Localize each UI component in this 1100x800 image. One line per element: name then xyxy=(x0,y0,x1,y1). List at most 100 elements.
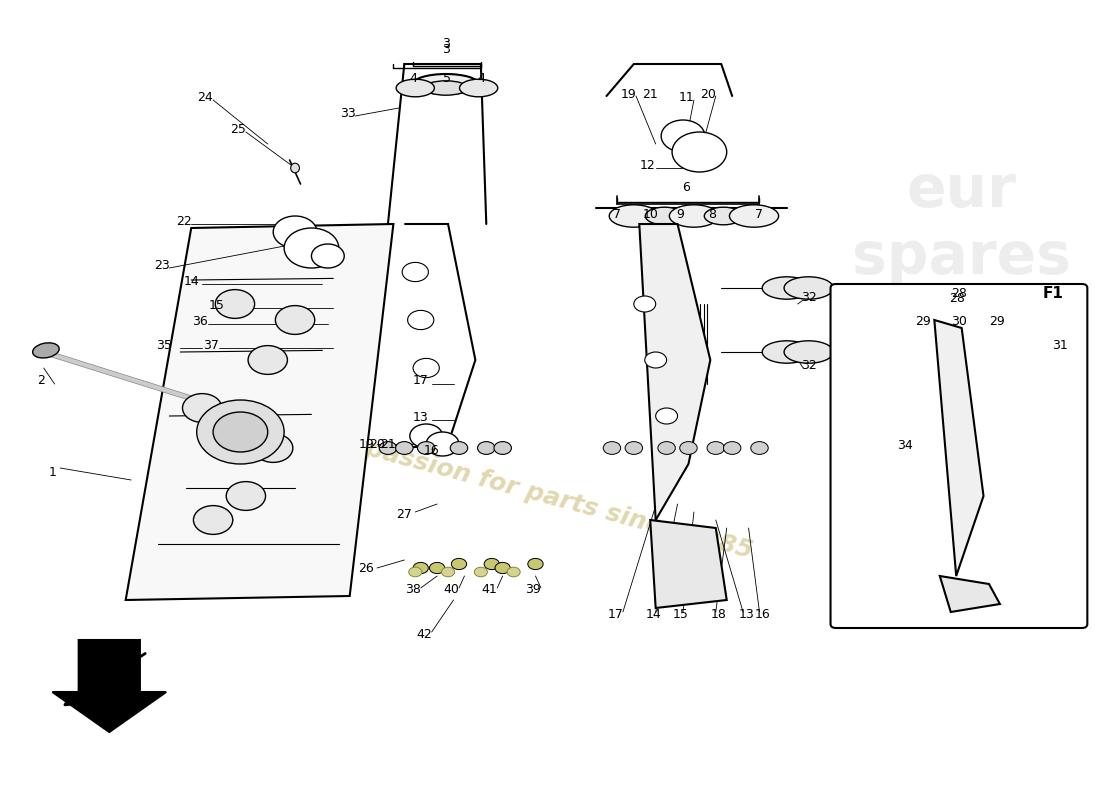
Ellipse shape xyxy=(704,207,742,225)
Ellipse shape xyxy=(424,81,468,95)
Circle shape xyxy=(227,482,265,510)
Ellipse shape xyxy=(1010,355,1045,370)
Circle shape xyxy=(751,442,768,454)
Circle shape xyxy=(680,442,697,454)
Circle shape xyxy=(724,442,741,454)
Circle shape xyxy=(273,216,317,248)
Text: 40: 40 xyxy=(443,583,460,596)
Text: 34: 34 xyxy=(896,439,913,452)
Text: 14: 14 xyxy=(184,275,199,288)
Circle shape xyxy=(379,442,397,454)
Text: 31: 31 xyxy=(1052,339,1068,352)
Text: 21: 21 xyxy=(381,438,396,450)
Circle shape xyxy=(634,296,656,312)
Text: 24: 24 xyxy=(198,91,213,104)
Circle shape xyxy=(450,442,468,454)
Text: 7: 7 xyxy=(614,208,622,221)
Circle shape xyxy=(661,120,705,152)
Text: 14: 14 xyxy=(646,608,661,621)
Text: 39: 39 xyxy=(526,583,541,596)
Text: 29: 29 xyxy=(989,315,1004,328)
Text: a passion for parts since 1985: a passion for parts since 1985 xyxy=(338,430,755,562)
Text: 26: 26 xyxy=(359,562,374,574)
Text: 11: 11 xyxy=(679,91,694,104)
Text: 18: 18 xyxy=(711,608,727,621)
Text: 36: 36 xyxy=(192,315,208,328)
Circle shape xyxy=(658,442,675,454)
Circle shape xyxy=(403,262,428,282)
Text: 16: 16 xyxy=(755,608,771,621)
Text: 20: 20 xyxy=(701,88,716,101)
Circle shape xyxy=(414,562,428,574)
Text: 29: 29 xyxy=(915,315,932,328)
Text: 20: 20 xyxy=(370,438,385,450)
Text: 38: 38 xyxy=(405,583,421,596)
Circle shape xyxy=(645,352,667,368)
Text: 32: 32 xyxy=(801,359,816,372)
Text: 13: 13 xyxy=(738,608,755,621)
Text: 25: 25 xyxy=(230,123,246,136)
Text: 28: 28 xyxy=(952,287,967,300)
Polygon shape xyxy=(650,520,727,608)
Circle shape xyxy=(928,430,955,450)
Text: 22: 22 xyxy=(176,215,191,228)
Text: 2: 2 xyxy=(37,374,45,386)
Text: 16: 16 xyxy=(424,444,440,457)
Circle shape xyxy=(495,562,510,574)
Ellipse shape xyxy=(609,205,659,227)
Text: 13: 13 xyxy=(412,411,429,424)
Text: 32: 32 xyxy=(801,291,816,304)
Polygon shape xyxy=(939,576,1000,612)
Circle shape xyxy=(249,346,287,374)
Ellipse shape xyxy=(33,343,59,358)
Circle shape xyxy=(396,442,414,454)
Polygon shape xyxy=(125,224,394,600)
Circle shape xyxy=(417,442,434,454)
Circle shape xyxy=(707,442,725,454)
Text: eur
spares: eur spares xyxy=(852,162,1071,286)
Ellipse shape xyxy=(762,277,812,299)
Circle shape xyxy=(528,558,543,570)
Circle shape xyxy=(603,442,620,454)
Ellipse shape xyxy=(460,79,498,97)
Circle shape xyxy=(183,394,222,422)
Circle shape xyxy=(451,558,466,570)
Ellipse shape xyxy=(441,567,454,577)
Ellipse shape xyxy=(669,205,718,227)
Ellipse shape xyxy=(943,347,984,365)
Ellipse shape xyxy=(784,341,834,363)
Polygon shape xyxy=(934,320,983,576)
Text: 21: 21 xyxy=(642,88,658,101)
Circle shape xyxy=(477,442,495,454)
Text: 4: 4 xyxy=(477,72,485,85)
FancyBboxPatch shape xyxy=(830,284,1087,628)
Text: 17: 17 xyxy=(412,374,429,387)
Ellipse shape xyxy=(729,205,779,227)
Circle shape xyxy=(213,412,267,452)
Ellipse shape xyxy=(396,79,435,97)
Circle shape xyxy=(194,506,233,534)
Ellipse shape xyxy=(1034,355,1069,370)
Text: 10: 10 xyxy=(642,208,658,221)
Text: 15: 15 xyxy=(208,299,224,312)
Text: 42: 42 xyxy=(416,628,432,641)
Text: 27: 27 xyxy=(396,508,412,521)
Ellipse shape xyxy=(414,74,478,94)
Ellipse shape xyxy=(507,567,520,577)
Text: 7: 7 xyxy=(756,208,763,221)
Text: 3: 3 xyxy=(442,38,450,50)
Polygon shape xyxy=(639,224,711,520)
Circle shape xyxy=(935,435,948,445)
Circle shape xyxy=(408,310,433,330)
Text: 8: 8 xyxy=(708,208,716,221)
Ellipse shape xyxy=(914,347,955,365)
Text: 4: 4 xyxy=(409,72,417,85)
Ellipse shape xyxy=(762,341,812,363)
Text: 1985: 1985 xyxy=(908,301,1015,339)
Circle shape xyxy=(656,408,678,424)
Ellipse shape xyxy=(290,163,299,173)
Circle shape xyxy=(625,442,642,454)
Circle shape xyxy=(484,558,499,570)
Text: 12: 12 xyxy=(640,159,656,172)
Ellipse shape xyxy=(474,567,487,577)
